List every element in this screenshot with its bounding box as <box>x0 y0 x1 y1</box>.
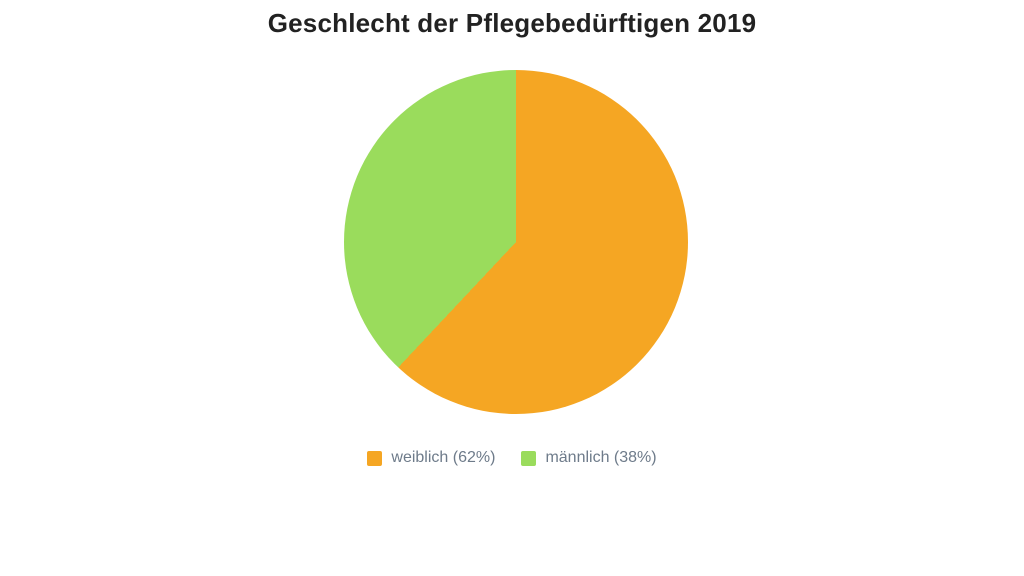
legend-label-maennlich: männlich (38%) <box>545 449 657 466</box>
legend: weiblich (62%) männlich (38%) <box>0 449 1024 467</box>
legend-item-weiblich: weiblich (62%) <box>367 449 495 467</box>
legend-swatch-weiblich <box>367 450 383 466</box>
chart-title: Geschlecht der Pflegebedürftigen 2019 <box>267 8 757 38</box>
legend-swatch-maennlich <box>521 450 537 466</box>
legend-label-weiblich: weiblich (62%) <box>391 449 496 466</box>
legend-item-maennlich: männlich (38%) <box>521 449 657 467</box>
pie-chart <box>344 70 688 414</box>
